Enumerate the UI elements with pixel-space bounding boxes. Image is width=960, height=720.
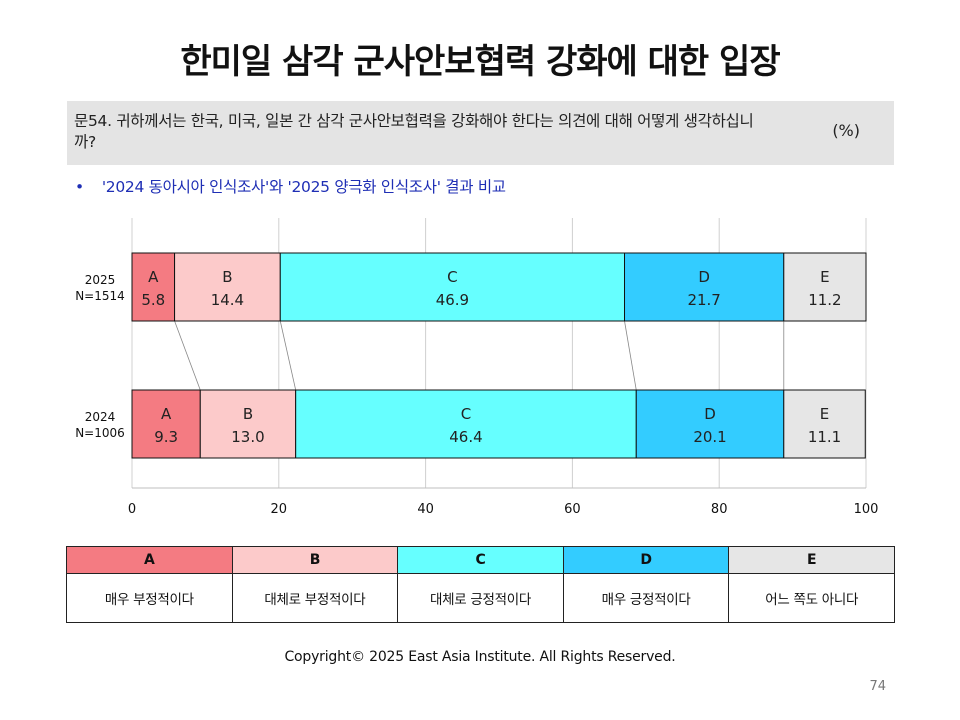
legend-label-a: 매우 부정적이다 — [66, 573, 233, 623]
segment-series-label: A — [161, 405, 172, 423]
bar-segment — [131, 389, 201, 459]
legend-header-row: A B C D E — [66, 546, 895, 574]
data-label: 46.9 — [436, 291, 469, 309]
data-label: 9.3 — [154, 428, 178, 446]
bar-segment — [279, 252, 626, 322]
data-label: 11.2 — [808, 291, 841, 309]
bullet-icon: • — [75, 178, 84, 196]
bar-segment — [131, 252, 176, 322]
data-label: 46.4 — [449, 428, 482, 446]
unit-label: (%) — [832, 121, 860, 140]
segment-series-label: C — [461, 405, 471, 423]
legend-header-d: D — [562, 546, 730, 574]
segment-series-label: E — [820, 405, 829, 423]
connector-line — [279, 320, 297, 391]
bar-segment — [295, 389, 637, 459]
legend-label-c: 대체로 긍정적이다 — [397, 573, 564, 623]
copyright-footer: Copyright© 2025 East Asia Institute. All… — [284, 649, 676, 665]
legend-label-e: 어느 쪽도 아니다 — [728, 573, 895, 623]
x-tick-label: 100 — [854, 502, 879, 517]
connector-line — [624, 320, 637, 391]
data-label: 5.8 — [141, 291, 165, 309]
page-title: 한미일 삼각 군사안보협력 강화에 대한 입장 — [180, 42, 780, 82]
legend-label-b: 대체로 부정적이다 — [231, 573, 399, 623]
x-tick-label: 0 — [128, 502, 136, 517]
connector-line — [174, 320, 201, 391]
legend-header-b: B — [231, 546, 399, 574]
legend-header-e: E — [728, 546, 895, 574]
category-label: 2025 — [85, 273, 116, 287]
category-sample-size: N=1514 — [75, 289, 125, 303]
category-label: 2024 — [85, 410, 116, 424]
data-label: 11.1 — [808, 428, 841, 446]
segment-series-label: B — [243, 405, 253, 423]
bar-segment — [199, 389, 297, 459]
question-text: 문54. 귀하께서는 한국, 미국, 일본 간 삼각 군사안보협력을 강화해야 … — [74, 112, 754, 151]
legend-header-a: A — [66, 546, 233, 574]
comparison-note: • '2024 동아시아 인식조사'와 '2025 양극화 인식조사' 결과 비교 — [75, 175, 506, 197]
legend-label-d: 매우 긍정적이다 — [562, 573, 730, 623]
x-tick-label: 20 — [271, 502, 288, 517]
x-tick-label: 40 — [417, 502, 434, 517]
segment-series-label: A — [148, 268, 159, 286]
comparison-note-text: '2024 동아시아 인식조사'와 '2025 양극화 인식조사' 결과 비교 — [101, 178, 506, 196]
bar-segment — [174, 252, 281, 322]
legend-table: A B C D E 매우 부정적이다 대체로 부정적이다 대체로 긍정적이다 매… — [66, 546, 895, 623]
segment-series-label: D — [698, 268, 710, 286]
legend-header-c: C — [397, 546, 564, 574]
data-label: 14.4 — [211, 291, 244, 309]
bar-segment — [783, 252, 867, 322]
segment-series-label: E — [820, 268, 829, 286]
category-sample-size: N=1006 — [75, 426, 125, 440]
page-number: 74 — [869, 679, 886, 694]
segment-series-label: C — [447, 268, 457, 286]
question-box: 문54. 귀하께서는 한국, 미국, 일본 간 삼각 군사안보협력을 강화해야 … — [67, 101, 894, 165]
data-label: 13.0 — [231, 428, 264, 446]
x-tick-label: 60 — [564, 502, 581, 517]
segment-series-label: B — [222, 268, 232, 286]
legend-label-row: 매우 부정적이다 대체로 부정적이다 대체로 긍정적이다 매우 긍정적이다 어느… — [66, 573, 895, 623]
bar-segment — [635, 389, 785, 459]
stacked-bar-chart: 0 20 40 60 80 100 A 5.8 B 14.4 C 46.9 D 21.7 E 11.2 2025… — [75, 218, 879, 517]
bar-segment — [783, 389, 866, 459]
data-label: 20.1 — [693, 428, 726, 446]
segment-series-label: D — [704, 405, 716, 423]
bar-segment — [624, 252, 785, 322]
x-tick-label: 80 — [711, 502, 728, 517]
data-label: 21.7 — [687, 291, 720, 309]
